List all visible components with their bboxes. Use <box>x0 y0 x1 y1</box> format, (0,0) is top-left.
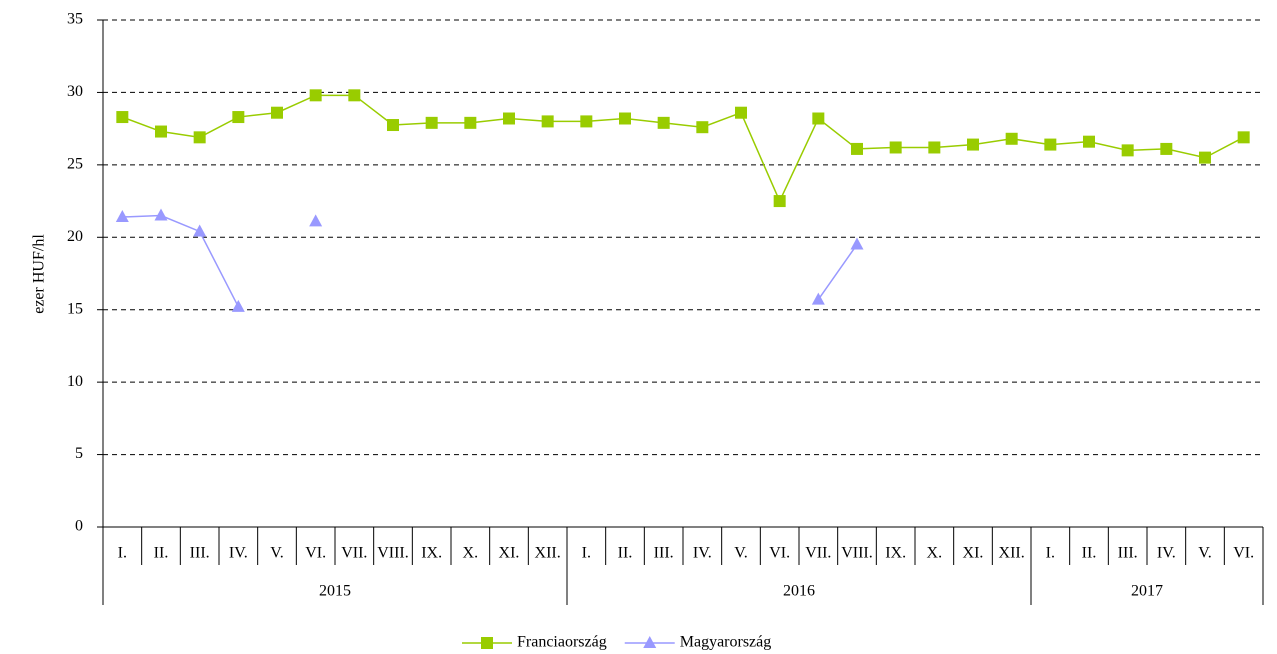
data-point <box>1199 151 1211 164</box>
data-point <box>619 112 631 125</box>
y-tick-label: 20 <box>67 228 83 245</box>
x-tick-label: II. <box>1082 545 1097 562</box>
y-tick-label: 15 <box>67 300 83 317</box>
data-point <box>154 208 168 221</box>
data-point <box>1044 138 1057 151</box>
data-point <box>696 121 709 134</box>
data-point <box>387 119 399 132</box>
data-point <box>115 210 129 223</box>
data-point <box>309 89 322 102</box>
x-tick-label: VI. <box>1233 545 1254 562</box>
data-point <box>967 138 979 151</box>
data-point <box>541 115 554 128</box>
data-point <box>425 116 438 129</box>
y-axis-label: ezer HUF/hl <box>31 234 48 314</box>
data-point <box>464 116 477 129</box>
data-point <box>1005 132 1018 145</box>
x-tick-label: IX. <box>421 545 442 562</box>
x-tick-label: V. <box>734 545 748 562</box>
x-tick-label: IV. <box>693 545 712 562</box>
data-point <box>773 195 786 208</box>
data-point <box>309 214 323 227</box>
data-point <box>348 89 361 102</box>
data-point <box>811 292 825 305</box>
data-point <box>657 116 670 129</box>
x-tick-label: I. <box>1046 545 1055 562</box>
x-tick-label: X. <box>927 545 943 562</box>
data-point <box>1121 144 1134 157</box>
x-tick-label: V. <box>1198 545 1212 562</box>
data-point <box>1237 131 1250 144</box>
x-tick-label: IV. <box>1157 545 1176 562</box>
data-point <box>193 131 206 144</box>
x-tick-label: VI. <box>305 545 326 562</box>
group-label: 2016 <box>783 583 815 600</box>
x-tick-label: I. <box>582 545 591 562</box>
group-label: 2017 <box>1131 583 1163 600</box>
x-tick-label: V. <box>270 545 284 562</box>
x-tick-label: VI. <box>769 545 790 562</box>
group-label: 2015 <box>319 583 351 600</box>
x-tick-label: II. <box>154 545 169 562</box>
x-tick-label: VII. <box>341 545 367 562</box>
x-tick-label: II. <box>618 545 633 562</box>
x-tick-label: III. <box>1118 545 1138 562</box>
legend-label: Magyarország <box>680 634 772 651</box>
y-tick-label: 30 <box>67 83 83 100</box>
x-tick-label: XII. <box>999 545 1025 562</box>
y-tick-label: 10 <box>67 373 83 390</box>
x-tick-label: XII. <box>535 545 561 562</box>
x-tick-label: XI. <box>499 545 520 562</box>
x-tick-label: VII. <box>805 545 831 562</box>
data-point <box>889 141 902 154</box>
x-tick-label: VIII. <box>377 545 409 562</box>
series-line <box>122 94 1245 203</box>
data-point <box>271 106 283 119</box>
data-point <box>735 106 747 119</box>
data-point <box>812 112 825 125</box>
data-point <box>116 111 129 124</box>
data-point <box>851 142 863 155</box>
x-tick-label: XI. <box>963 545 984 562</box>
x-tick-label: III. <box>654 545 674 562</box>
data-point <box>928 141 941 154</box>
data-point <box>850 237 864 250</box>
data-point <box>1160 142 1173 155</box>
x-tick-label: VIII. <box>841 545 873 562</box>
y-tick-label: 25 <box>67 156 83 173</box>
data-point <box>232 111 245 124</box>
series-line <box>122 214 858 308</box>
x-tick-label: IV. <box>229 545 248 562</box>
x-tick-label: III. <box>190 545 210 562</box>
legend-marker <box>643 636 657 648</box>
y-tick-label: 0 <box>75 518 83 535</box>
data-point <box>503 112 515 125</box>
legend-marker <box>481 637 493 649</box>
data-point <box>193 224 207 237</box>
legend-label: Franciaország <box>517 634 607 651</box>
x-tick-label: X. <box>463 545 479 562</box>
x-tick-label: IX. <box>885 545 906 562</box>
y-tick-label: 35 <box>67 11 83 28</box>
data-point <box>155 125 167 138</box>
data-point <box>231 299 245 312</box>
data-point <box>1083 135 1095 148</box>
x-tick-label: I. <box>118 545 127 562</box>
y-tick-label: 5 <box>75 445 83 462</box>
data-point <box>580 115 593 128</box>
